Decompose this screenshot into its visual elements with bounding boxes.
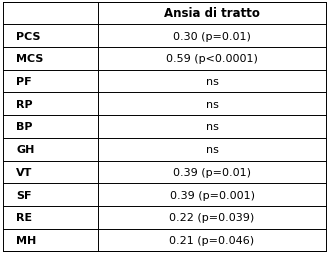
Text: ns: ns [206,99,218,109]
Text: MCS: MCS [16,54,43,64]
Text: 0.22 (p=0.039): 0.22 (p=0.039) [169,213,255,223]
Text: VT: VT [16,167,33,177]
Text: RE: RE [16,213,32,223]
Text: SF: SF [16,190,32,200]
Text: 0.59 (p<0.0001): 0.59 (p<0.0001) [166,54,258,64]
Text: 0.21 (p=0.046): 0.21 (p=0.046) [169,235,255,245]
Text: 0.39 (p=0.001): 0.39 (p=0.001) [169,190,255,200]
Text: ns: ns [206,122,218,132]
Text: BP: BP [16,122,33,132]
Text: MH: MH [16,235,37,245]
Text: PCS: PCS [16,31,41,41]
Text: RP: RP [16,99,33,109]
Text: PF: PF [16,77,32,87]
Text: 0.39 (p=0.01): 0.39 (p=0.01) [173,167,251,177]
Text: ns: ns [206,77,218,87]
Text: Ansia di tratto: Ansia di tratto [164,7,260,20]
Text: GH: GH [16,145,35,155]
Text: 0.30 (p=0.01): 0.30 (p=0.01) [173,31,251,41]
Text: ns: ns [206,145,218,155]
